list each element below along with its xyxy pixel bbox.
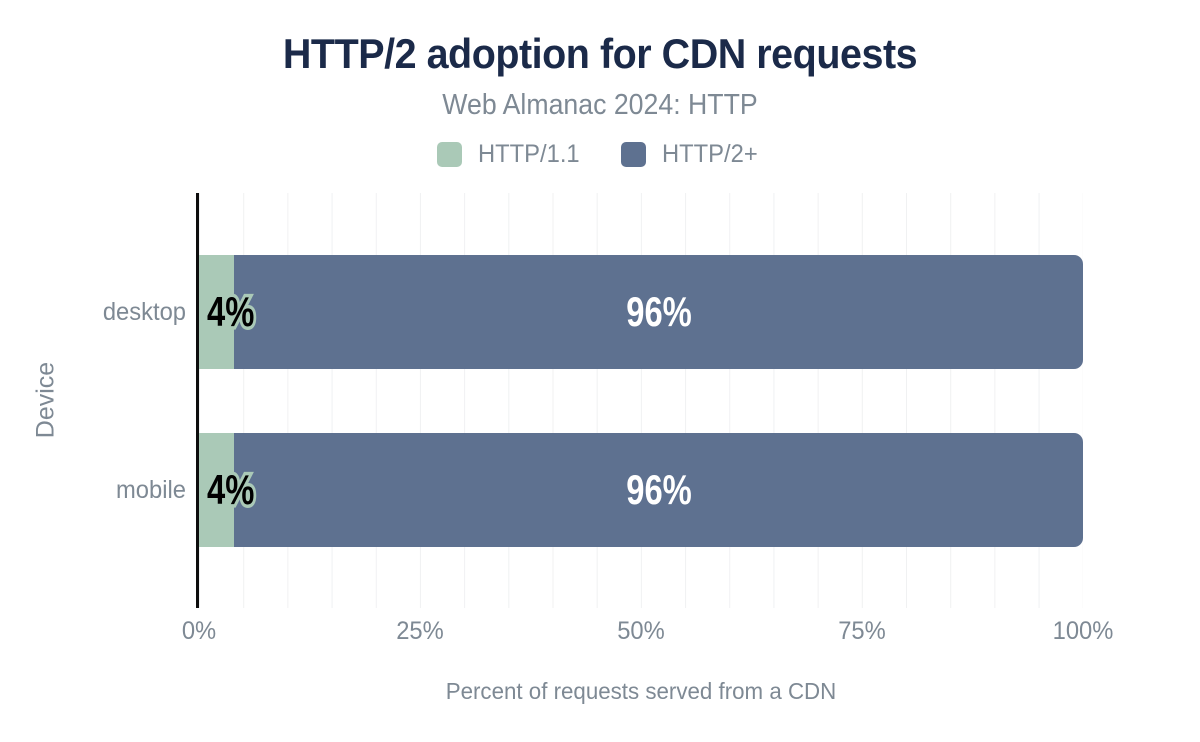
- legend-item-http2: HTTP/2+: [621, 140, 763, 169]
- legend: HTTP/1.1 HTTP/2+: [0, 140, 1200, 169]
- x-tick-25: 25%: [396, 617, 444, 645]
- category-label-desktop: desktop: [102, 298, 186, 326]
- bar-desktop-http11-value: 4%: [207, 255, 254, 369]
- category-label-mobile: mobile: [116, 476, 186, 504]
- legend-label-http11: HTTP/1.1: [478, 140, 580, 168]
- chart-title: HTTP/2 adoption for CDN requests: [282, 30, 918, 77]
- x-axis-title: Percent of requests served from a CDN: [445, 678, 837, 704]
- bar-desktop-http2-segment: 96%: [234, 255, 1083, 369]
- legend-swatch-http2-icon: [621, 142, 647, 167]
- y-axis-line: [196, 193, 199, 608]
- bar-desktop-http2-value: 96%: [625, 288, 692, 335]
- bar-mobile-http2-value: 96%: [625, 466, 692, 513]
- bar-mobile-http11-value: 4%: [207, 433, 254, 547]
- bar-mobile-http2-segment: 96%: [234, 433, 1083, 547]
- bar-mobile: 96% 4%: [199, 433, 1083, 547]
- x-tick-100: 100%: [1052, 617, 1114, 645]
- x-tick-0: 0%: [181, 617, 217, 645]
- x-axis-ticks: 0% 25% 50% 75% 100%: [182, 617, 1114, 647]
- legend-swatch-http11-icon: [437, 142, 463, 167]
- bar-desktop: 96% 4%: [199, 255, 1083, 369]
- y-axis-title: Device: [31, 361, 60, 439]
- legend-item-http11: HTTP/1.1: [437, 140, 585, 169]
- legend-label-http2: HTTP/2+: [662, 140, 758, 168]
- x-tick-50: 50%: [617, 617, 665, 645]
- chart-subtitle: Web Almanac 2024: HTTP: [442, 89, 758, 121]
- x-tick-75: 75%: [838, 617, 886, 645]
- plot-area: 96% 4% 96% 4%: [199, 193, 1083, 608]
